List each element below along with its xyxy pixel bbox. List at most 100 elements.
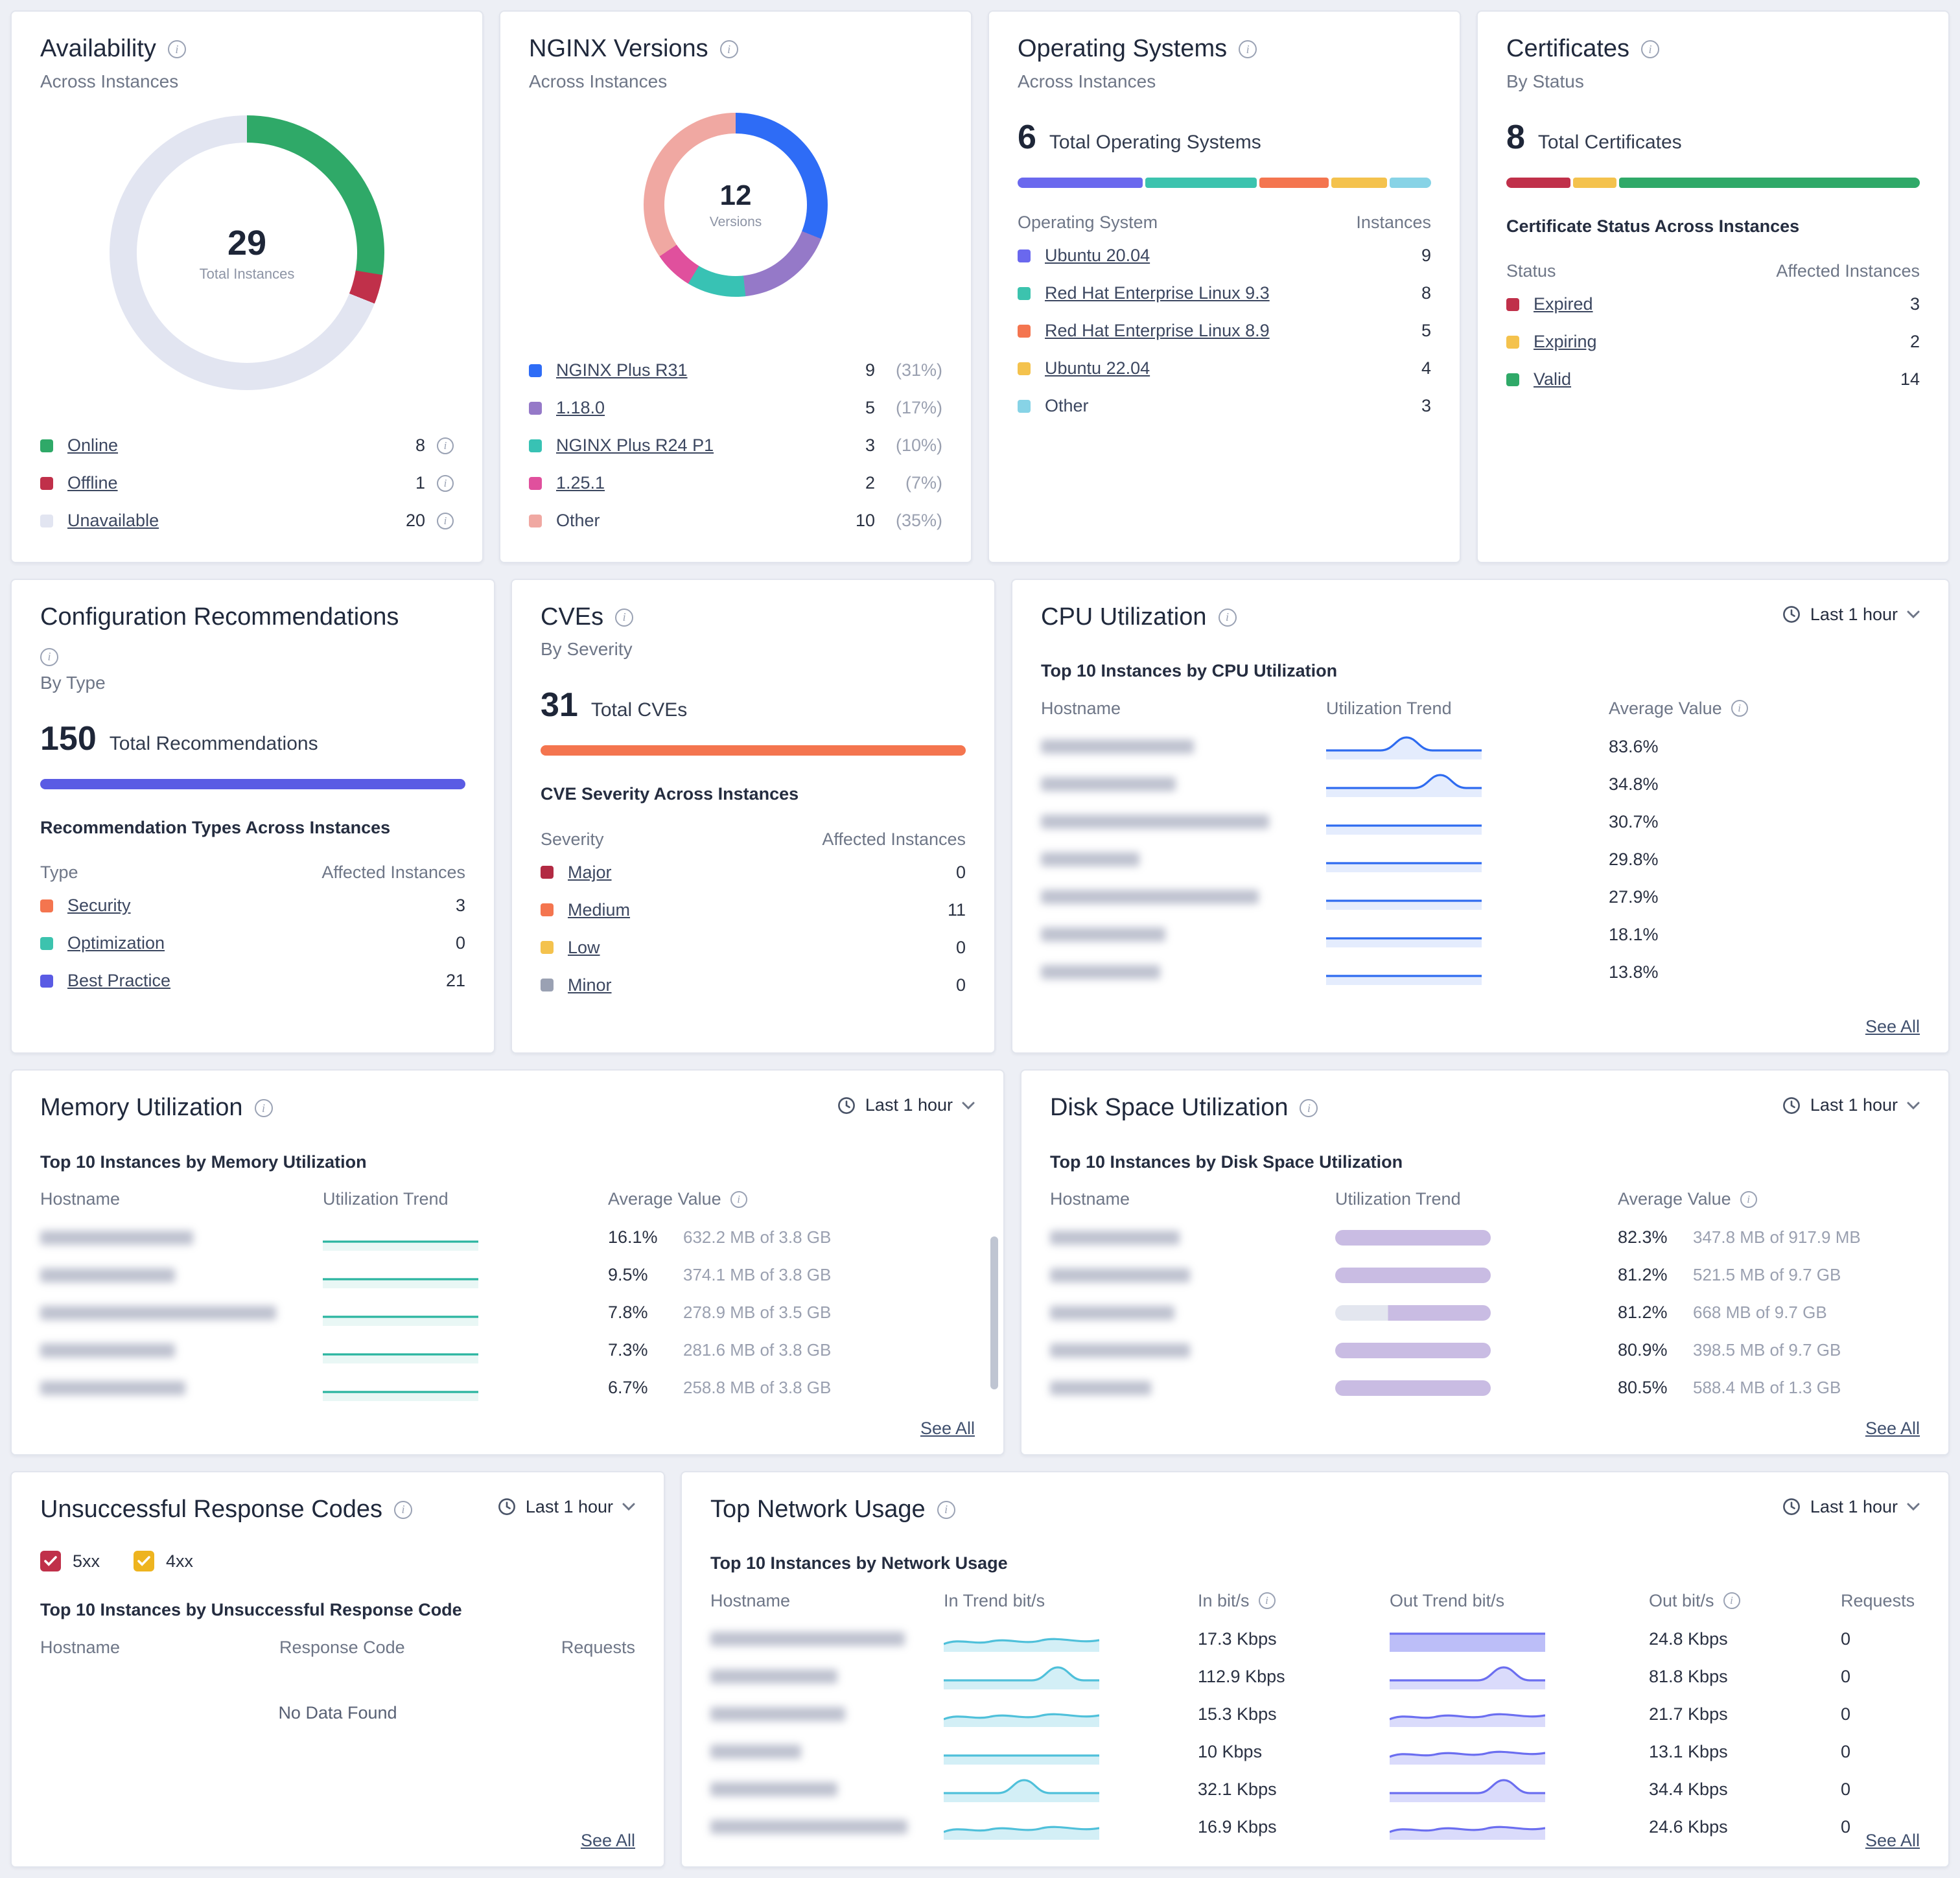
hostname-redacted[interactable] (710, 1782, 837, 1797)
info-icon[interactable] (1740, 1190, 1757, 1208)
hostname-redacted[interactable] (710, 1745, 801, 1759)
legend-link[interactable]: NGINX Plus R31 (556, 360, 688, 380)
trend-bar (1335, 1229, 1491, 1246)
see-all-link[interactable]: See All (912, 1418, 975, 1439)
disk-table-row: 80.5% 588.4 MB of 1.3 GB (1050, 1369, 1920, 1407)
info-icon[interactable] (40, 647, 58, 666)
hostname-redacted[interactable] (1041, 815, 1269, 829)
legend-link[interactable]: Optimization (67, 933, 165, 953)
total-instances-label: Total Instances (199, 265, 295, 282)
hostname-redacted[interactable] (40, 1230, 193, 1245)
info-icon[interactable] (615, 608, 634, 627)
legend-link[interactable]: Medium (568, 899, 631, 920)
time-range-select[interactable]: Last 1 hour (837, 1093, 975, 1118)
legend-link[interactable]: Valid (1534, 369, 1572, 389)
time-range-select[interactable]: Last 1 hour (497, 1494, 635, 1520)
legend-swatch (529, 439, 542, 452)
hostname-redacted[interactable] (1041, 852, 1139, 867)
legend-link[interactable]: Online (67, 435, 119, 456)
info-icon[interactable] (167, 40, 186, 58)
legend-swatch (40, 936, 53, 950)
legend-link[interactable]: NGINX Plus R24 P1 (556, 435, 714, 456)
legend-link[interactable]: Best Practice (67, 971, 171, 991)
memory-usage-detail: 632.2 MB of 3.8 GB (683, 1227, 832, 1247)
legend-value: 4 (1421, 358, 1431, 378)
legend-link[interactable]: Major (568, 862, 612, 882)
info-icon[interactable] (1218, 608, 1237, 627)
cpu-table-row: 29.8% (1041, 840, 1920, 878)
hostname-redacted[interactable] (1050, 1380, 1151, 1395)
filter-5xx[interactable]: 5xx (40, 1551, 100, 1572)
disk-average-value: 81.2% (1618, 1265, 1668, 1285)
legend-link[interactable]: Expiring (1534, 332, 1597, 351)
time-range-select[interactable]: Last 1 hour (1782, 1093, 1920, 1118)
hostname-redacted[interactable] (1041, 965, 1160, 980)
info-icon[interactable] (254, 1098, 273, 1117)
info-icon[interactable] (1641, 40, 1660, 58)
legend-link[interactable]: Unavailable (67, 511, 159, 531)
legend-swatch (40, 974, 53, 988)
info-icon[interactable] (719, 40, 738, 58)
time-range-select[interactable]: Last 1 hour (1782, 602, 1920, 627)
scrollbar-thumb[interactable] (990, 1236, 998, 1390)
time-range-select[interactable]: Last 1 hour (1782, 1494, 1920, 1520)
trend-sparkline (1390, 1750, 1545, 1765)
info-icon[interactable] (437, 474, 454, 492)
see-all-link[interactable]: See All (1857, 1831, 1920, 1851)
legend-link[interactable]: Ubuntu 20.04 (1045, 246, 1150, 265)
time-range-label: Last 1 hour (865, 1095, 953, 1115)
info-icon[interactable] (437, 437, 454, 454)
info-icon[interactable] (1258, 1592, 1276, 1610)
checkbox-checked[interactable] (40, 1551, 61, 1572)
hostname-redacted[interactable] (1041, 927, 1165, 942)
legend-link[interactable]: Low (568, 937, 600, 957)
hostname-redacted[interactable] (40, 1305, 276, 1320)
cpu-table-row: 27.9% (1041, 878, 1920, 916)
info-icon[interactable] (1239, 40, 1257, 58)
legend-link[interactable]: Red Hat Enterprise Linux 9.3 (1045, 283, 1270, 303)
info-icon[interactable] (1300, 1098, 1318, 1117)
filter-4xx[interactable]: 4xx (134, 1551, 193, 1572)
legend-link[interactable]: Red Hat Enterprise Linux 8.9 (1045, 321, 1270, 340)
info-icon[interactable] (730, 1190, 747, 1208)
hostname-redacted[interactable] (40, 1380, 185, 1395)
hostname-redacted[interactable] (1050, 1305, 1174, 1320)
see-all-link[interactable]: See All (1857, 1418, 1920, 1439)
hostname-redacted[interactable] (1041, 777, 1176, 792)
legend-value: 5 (865, 398, 875, 418)
hostname-redacted[interactable] (40, 1343, 175, 1358)
out-bits-value: 24.8 Kbps (1649, 1629, 1728, 1649)
hostname-redacted[interactable] (1041, 739, 1194, 754)
hostname-redacted[interactable] (710, 1820, 907, 1835)
info-icon[interactable] (1731, 700, 1748, 717)
hostname-redacted[interactable] (710, 1632, 905, 1647)
legend-link[interactable]: Ubuntu 22.04 (1045, 358, 1150, 378)
checkbox-checked[interactable] (134, 1551, 155, 1572)
hostname-redacted[interactable] (710, 1669, 837, 1684)
legend-link[interactable]: 1.25.1 (556, 473, 605, 493)
total-certificates-label: Total Certificates (1537, 131, 1682, 153)
info-icon[interactable] (1723, 1592, 1740, 1610)
bar-segment (1259, 177, 1329, 188)
legend-link[interactable]: Expired (1534, 294, 1593, 314)
hostname-redacted[interactable] (1041, 890, 1259, 905)
legend-link[interactable]: Security (67, 896, 131, 916)
hostname-redacted[interactable] (1050, 1230, 1180, 1245)
legend-link[interactable]: Offline (67, 473, 118, 493)
operating-systems-card: Operating Systems Across Instances 6 Tot… (988, 10, 1461, 563)
legend-link[interactable]: Minor (568, 975, 612, 995)
hostname-redacted[interactable] (710, 1707, 845, 1722)
col-affected-instances: Affected Instances (822, 829, 966, 849)
col-hostname: Hostname (1041, 698, 1121, 718)
hostname-redacted[interactable] (1050, 1268, 1190, 1282)
legend-link[interactable]: 1.18.0 (556, 398, 605, 418)
disk-usage-detail: 347.8 MB of 917.9 MB (1693, 1227, 1861, 1247)
info-icon[interactable] (394, 1500, 413, 1519)
info-icon[interactable] (437, 512, 454, 529)
responses-table-header: Hostname Response Code Requests (40, 1628, 635, 1667)
see-all-link[interactable]: See All (572, 1831, 635, 1851)
see-all-link[interactable]: See All (1857, 1017, 1920, 1038)
hostname-redacted[interactable] (40, 1268, 175, 1282)
hostname-redacted[interactable] (1050, 1343, 1190, 1358)
info-icon[interactable] (937, 1500, 955, 1519)
